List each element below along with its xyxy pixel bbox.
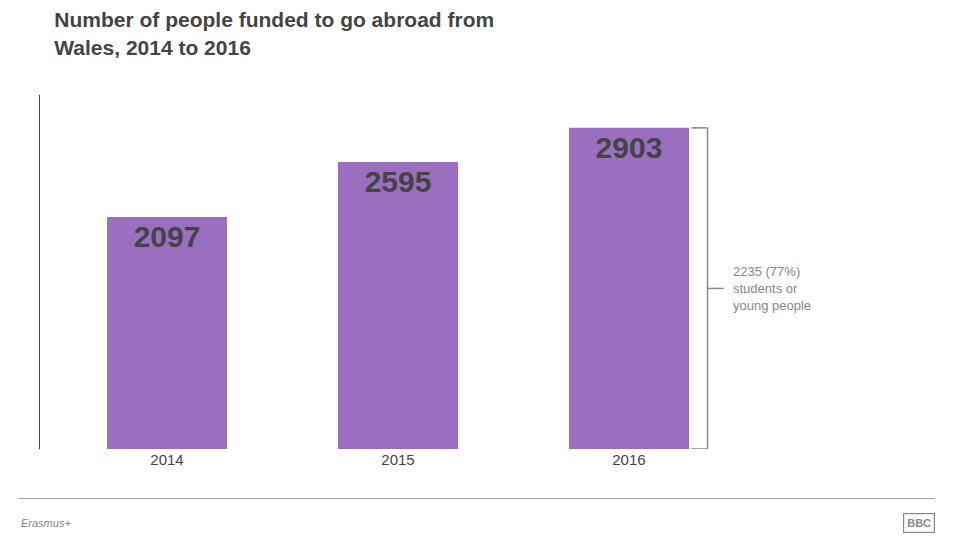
svg-text:2595: 2595: [365, 165, 432, 198]
svg-text:2903: 2903: [596, 131, 663, 164]
svg-text:2235 (77%)students oryoung peo: 2235 (77%)students oryoung people: [733, 264, 811, 313]
svg-text:2014: 2014: [150, 451, 183, 468]
svg-text:Erasmus+: Erasmus+: [21, 517, 71, 529]
svg-text:2015: 2015: [381, 451, 414, 468]
svg-text:BBC: BBC: [907, 517, 931, 529]
svg-text:2016: 2016: [612, 451, 645, 468]
svg-text:2097: 2097: [134, 220, 201, 253]
svg-text:Number of people funded to go: Number of people funded to go abroad fro…: [54, 8, 494, 58]
